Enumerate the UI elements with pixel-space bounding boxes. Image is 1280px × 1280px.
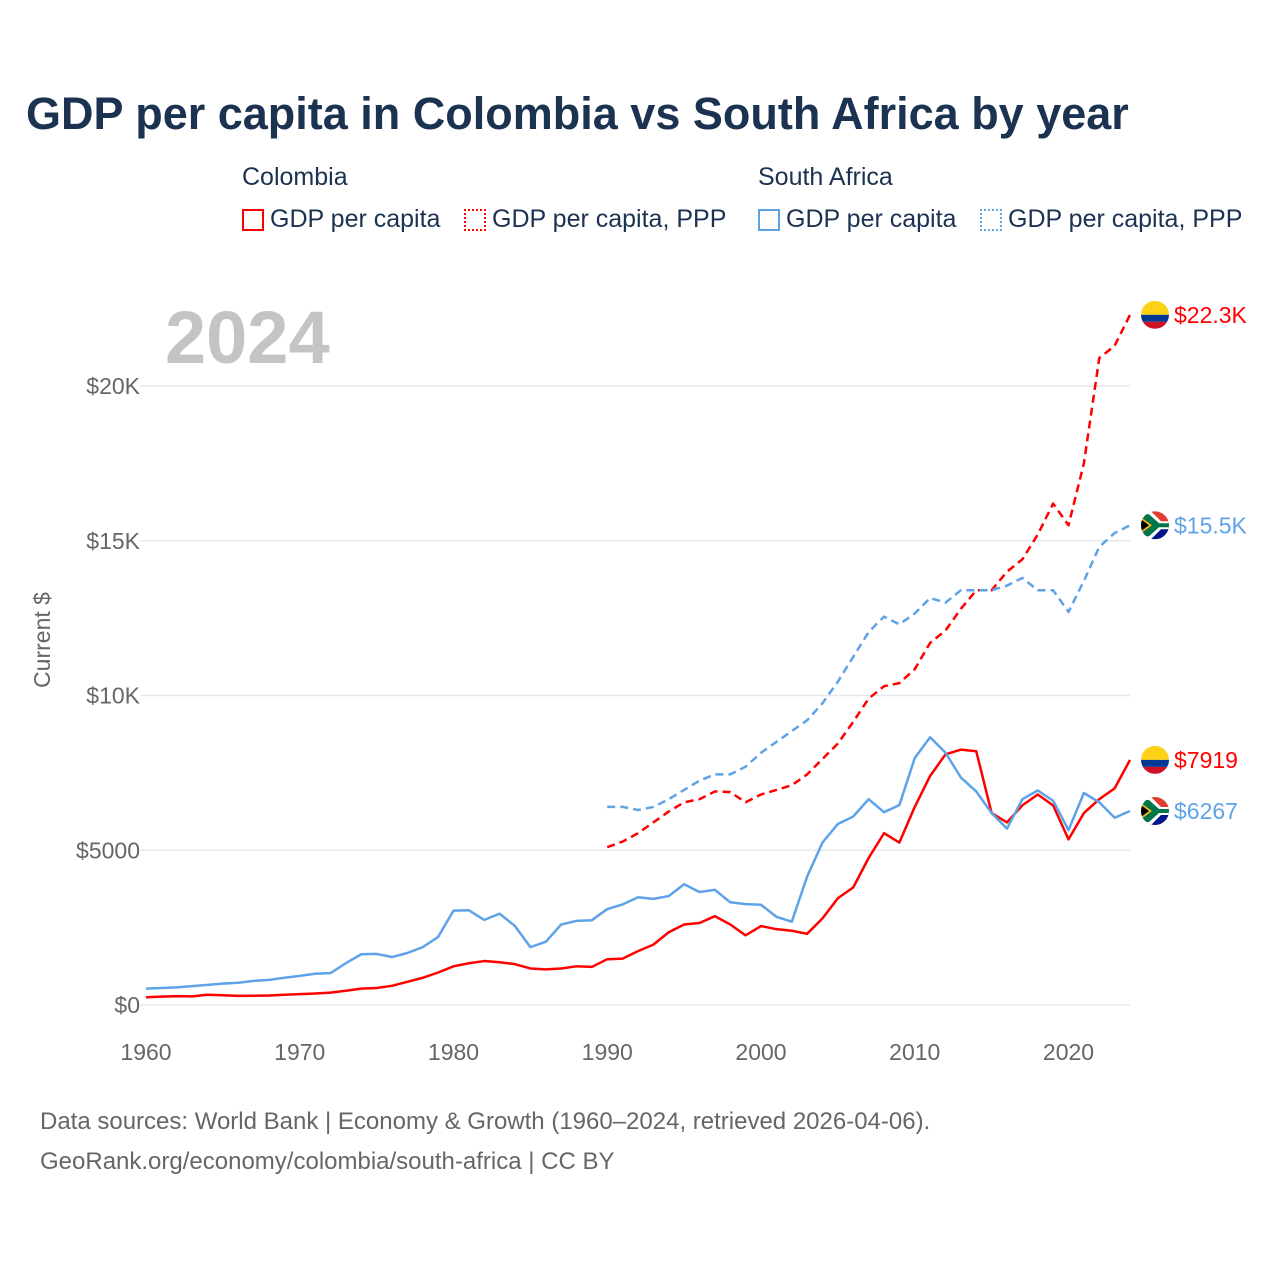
colombia-flag-icon [1141, 745, 1169, 774]
legend-label: GDP per capita [786, 205, 957, 233]
x-tick-label: 1990 [582, 1039, 633, 1065]
x-tick-label: 1970 [274, 1039, 325, 1065]
y-tick-label: $5000 [76, 837, 140, 863]
x-tick-label: 2020 [1043, 1039, 1094, 1065]
legend-group-colombia: Colombia [242, 163, 348, 191]
footer-sources: Data sources: World Bank | Economy & Gro… [40, 1108, 931, 1135]
legend-swatch-solid [758, 208, 780, 231]
south_africa-flag-icon [1141, 511, 1169, 540]
legend-group-south-africa: South Africa [758, 163, 893, 191]
x-tick-label: 1980 [428, 1039, 479, 1065]
south_africa-flag-icon [1141, 797, 1169, 826]
legend-swatch-dotted [980, 208, 1002, 231]
legend-colombia-gdp[interactable]: GDP per capita [242, 205, 440, 234]
y-tick-label: $10K [86, 683, 140, 709]
y-tick-label: $15K [86, 528, 140, 554]
legend-label: GDP per capita, PPP [492, 205, 727, 233]
y-axis-label: Current $ [29, 592, 55, 688]
colombia-flag-icon [1141, 300, 1169, 329]
legend-label: GDP per capita [270, 205, 441, 233]
end-value-label: $22.3K [1174, 302, 1248, 328]
legend-swatch-dotted [464, 208, 486, 231]
chart-title: GDP per capita in Colombia vs South Afri… [26, 88, 1129, 139]
footer-link[interactable]: GeoRank.org/economy/colombia/south-afric… [40, 1148, 615, 1175]
series-line [145, 736, 1131, 990]
x-tick-label: 2010 [889, 1039, 940, 1065]
end-value-label: $6267 [1174, 798, 1238, 824]
legend-south-africa-gdp[interactable]: GDP per capita [758, 205, 956, 234]
legend-south-africa-ppp[interactable]: GDP per capita, PPP [980, 205, 1242, 234]
x-tick-label: 2000 [735, 1039, 786, 1065]
legend-label: GDP per capita, PPP [1008, 205, 1243, 233]
end-value-label: $15.5K [1174, 512, 1248, 538]
series-line [607, 524, 1131, 812]
series-line [606, 314, 1132, 849]
year-label: 2024 [165, 296, 330, 379]
legend-colombia-ppp[interactable]: GDP per capita, PPP [464, 205, 726, 234]
end-value-label: $7919 [1174, 747, 1238, 773]
x-tick-label: 1960 [120, 1039, 171, 1065]
y-tick-label: $20K [86, 373, 140, 399]
y-tick-label: $0 [114, 992, 140, 1018]
series-line [145, 748, 1132, 999]
legend-swatch-solid [242, 208, 264, 231]
